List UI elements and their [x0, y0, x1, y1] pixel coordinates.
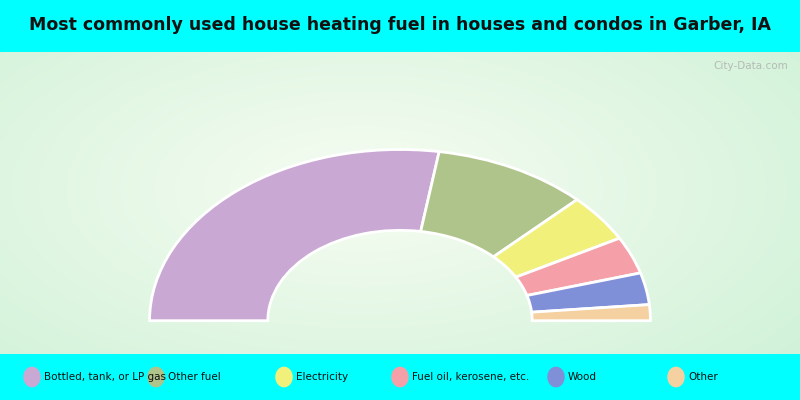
- Text: Electricity: Electricity: [296, 372, 348, 382]
- Text: Other fuel: Other fuel: [168, 372, 221, 382]
- Ellipse shape: [547, 367, 565, 387]
- Wedge shape: [421, 152, 577, 257]
- Ellipse shape: [391, 367, 409, 387]
- Ellipse shape: [23, 367, 41, 387]
- Wedge shape: [527, 273, 650, 312]
- Ellipse shape: [275, 367, 293, 387]
- Text: Other: Other: [688, 372, 718, 382]
- Text: Fuel oil, kerosene, etc.: Fuel oil, kerosene, etc.: [412, 372, 530, 382]
- Text: Wood: Wood: [568, 372, 597, 382]
- Ellipse shape: [147, 367, 165, 387]
- Wedge shape: [516, 238, 641, 296]
- Text: City-Data.com: City-Data.com: [714, 61, 788, 71]
- Wedge shape: [531, 304, 650, 321]
- Text: Most commonly used house heating fuel in houses and condos in Garber, IA: Most commonly used house heating fuel in…: [29, 16, 771, 34]
- Text: Bottled, tank, or LP gas: Bottled, tank, or LP gas: [44, 372, 166, 382]
- Wedge shape: [494, 200, 619, 277]
- Ellipse shape: [667, 367, 685, 387]
- Wedge shape: [150, 150, 439, 321]
